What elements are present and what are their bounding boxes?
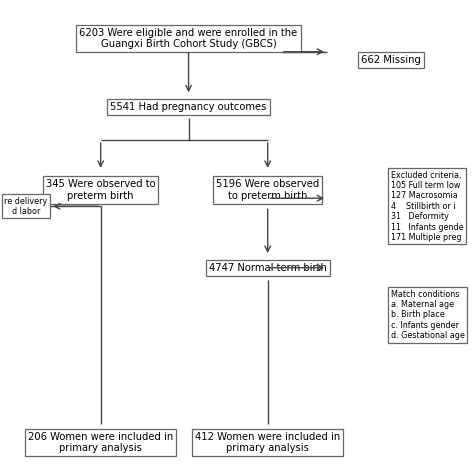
Text: 662 Missing: 662 Missing bbox=[361, 55, 421, 65]
Text: 206 Women were included in
primary analysis: 206 Women were included in primary analy… bbox=[28, 432, 173, 454]
Text: 5541 Had pregnancy outcomes: 5541 Had pregnancy outcomes bbox=[110, 102, 267, 112]
Text: re delivery
d labor: re delivery d labor bbox=[4, 197, 47, 216]
Text: Excluded criteria,
105 Full term low
127 Macrosomia
4    Stillbirth or i
31   De: Excluded criteria, 105 Full term low 127… bbox=[391, 171, 464, 242]
Text: 4747 Normal term birth: 4747 Normal term birth bbox=[209, 263, 327, 273]
Text: 6203 Were eligible and were enrolled in the
Guangxi Birth Cohort Study (GBCS): 6203 Were eligible and were enrolled in … bbox=[80, 27, 298, 49]
Text: Match conditions
a. Maternal age
b. Birth place
c. Infants gender
d. Gestational: Match conditions a. Maternal age b. Birt… bbox=[391, 290, 465, 340]
Text: 345 Were observed to
preterm birth: 345 Were observed to preterm birth bbox=[46, 179, 155, 201]
Text: 412 Women were included in
primary analysis: 412 Women were included in primary analy… bbox=[195, 432, 340, 454]
Text: 5196 Were observed
to preterm birth: 5196 Were observed to preterm birth bbox=[216, 179, 319, 201]
